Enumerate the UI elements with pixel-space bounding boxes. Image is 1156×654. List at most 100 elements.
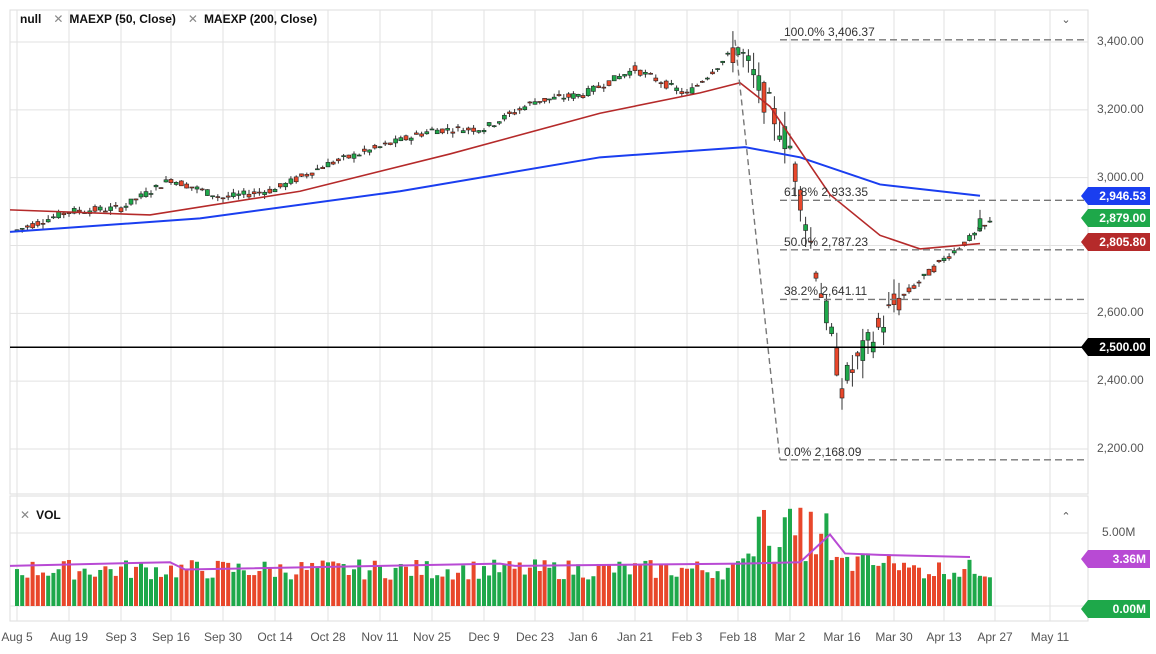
- candle: [429, 128, 435, 131]
- volume-bar: [542, 560, 547, 606]
- candle: [766, 92, 772, 94]
- candle: [658, 82, 664, 85]
- candle: [440, 128, 445, 134]
- volume-bar: [241, 570, 246, 606]
- volume-legend: ✕ VOL: [20, 508, 61, 522]
- x-axis-label: Feb 3: [671, 630, 703, 644]
- volume-bar: [476, 578, 481, 606]
- volume-bar: [154, 567, 158, 606]
- volume-bar: [845, 556, 850, 606]
- candle: [19, 228, 25, 230]
- volume-bar: [927, 574, 931, 606]
- volume-bar: [777, 547, 782, 606]
- volume-bar: [547, 567, 552, 606]
- volume-bar: [700, 570, 705, 606]
- volume-bar: [487, 575, 492, 606]
- volume-bar: [215, 560, 220, 606]
- chevron-up-icon[interactable]: ⌃: [1061, 511, 1071, 523]
- volume-bar: [236, 563, 241, 606]
- candle: [382, 142, 388, 145]
- volume-bar: [456, 572, 460, 606]
- candle: [941, 257, 947, 261]
- volume-bar: [124, 560, 128, 606]
- candle: [272, 189, 278, 193]
- volume-bar: [756, 516, 761, 606]
- candle: [746, 55, 751, 61]
- y-axis-label: 2,200.00: [1097, 441, 1144, 455]
- volume-ma-line: [9, 532, 971, 571]
- volume-bar: [814, 554, 818, 606]
- candle: [491, 125, 497, 128]
- close-x-icon[interactable]: ✕: [53, 12, 64, 26]
- candle: [987, 220, 993, 223]
- candle: [184, 183, 189, 189]
- volume-bar: [720, 579, 725, 606]
- volume-bar: [922, 578, 926, 606]
- volume-bar: [736, 561, 740, 606]
- volume-bar: [189, 560, 194, 606]
- candle: [921, 273, 927, 276]
- candle: [283, 182, 288, 188]
- candle: [123, 205, 129, 208]
- candle: [424, 131, 430, 135]
- volume-bar: [372, 560, 377, 606]
- candle: [725, 52, 731, 55]
- volume-bar: [252, 575, 257, 606]
- candle: [591, 85, 596, 92]
- volume-bar: [576, 564, 581, 606]
- volume-bar: [522, 574, 527, 606]
- candle: [336, 158, 341, 162]
- volume-bar: [751, 556, 756, 606]
- volume-bar: [435, 575, 440, 606]
- volume-bar: [978, 575, 982, 606]
- volume-bar: [967, 559, 972, 606]
- candle: [967, 235, 972, 241]
- candle: [936, 259, 942, 263]
- x-axis-label: Nov 11: [361, 630, 399, 644]
- candle: [740, 52, 746, 54]
- candle: [653, 77, 659, 82]
- volume-bar: [876, 565, 881, 606]
- candle: [537, 101, 543, 103]
- volume-bar: [710, 577, 715, 606]
- candle: [108, 206, 113, 211]
- x-axis-label: Dec 9: [468, 630, 500, 644]
- candle: [585, 88, 591, 97]
- volume-bar: [561, 579, 566, 606]
- fib-level-label: 0.0% 2,168.09: [784, 444, 862, 459]
- volume-bar: [262, 561, 267, 606]
- y-axis-label: 3,400.00: [1097, 34, 1144, 48]
- close-x-icon[interactable]: ✕: [187, 12, 198, 26]
- candle: [787, 145, 793, 149]
- candle: [97, 206, 103, 211]
- volume-bar: [419, 574, 424, 606]
- volume-bar: [866, 553, 870, 606]
- volume-bar: [648, 560, 653, 606]
- candle: [679, 91, 685, 94]
- candle: [850, 369, 855, 373]
- candle: [834, 347, 840, 376]
- volume-bar: [383, 578, 388, 606]
- candle: [341, 155, 346, 157]
- candle: [617, 75, 622, 80]
- candle: [225, 195, 231, 198]
- volume-ma-tag: 3.36M: [1081, 550, 1150, 568]
- volume-bar: [294, 574, 299, 606]
- volume-bar: [398, 563, 403, 606]
- volume-bar: [471, 561, 476, 606]
- candle: [808, 240, 814, 243]
- candle: [367, 149, 372, 153]
- candle: [173, 182, 179, 185]
- candle: [362, 148, 367, 152]
- volume-bar: [669, 575, 674, 606]
- chevron-down-icon[interactable]: ⌄: [1061, 14, 1071, 26]
- volume-bar: [51, 572, 56, 606]
- candle: [720, 60, 726, 63]
- y-axis-label: 3,200.00: [1097, 101, 1144, 116]
- x-axis-label: Oct 14: [257, 630, 293, 644]
- volume-bar: [674, 576, 679, 606]
- close-x-icon[interactable]: ✕: [20, 508, 31, 522]
- volume-bar: [591, 576, 596, 606]
